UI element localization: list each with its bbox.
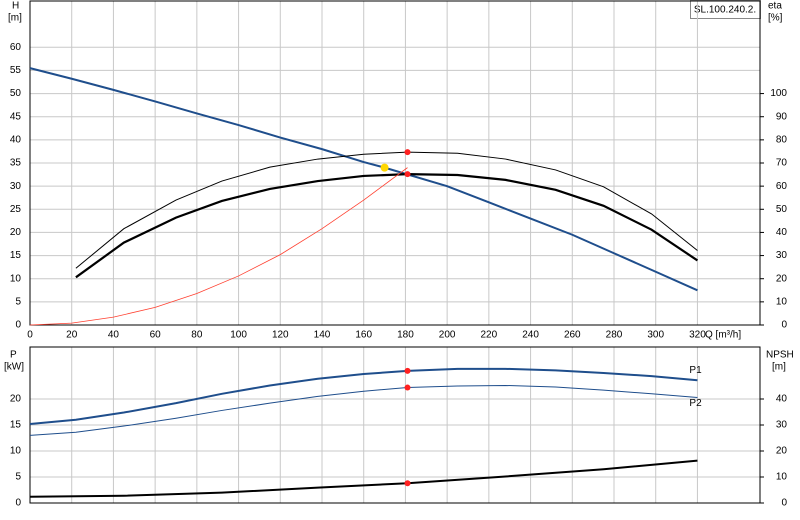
y-tick-label: 0 [15,320,21,331]
series-line [75,173,699,279]
y-axis-unit: [m] [8,13,22,24]
y-tick-label: 20 [10,227,22,238]
y-tick-label: 50 [10,88,22,99]
y-tick-label: 35 [10,158,22,169]
duty-point [404,384,411,391]
x-tick-label: 60 [150,330,162,341]
y2-axis-label: eta [768,1,782,12]
y-tick-label: 5 [15,472,21,483]
series-line [29,384,698,436]
x-tick-label: 220 [481,330,498,341]
y-tick-label: 5 [15,296,21,307]
x-tick-label: 320 [689,330,706,341]
y2-tick-label: 0 [781,498,787,509]
y2-tick-label: 90 [776,111,788,122]
series-label: P2 [689,398,702,409]
y2-tick-label: 0 [781,320,787,331]
y-tick-label: 20 [10,394,22,405]
x-tick-label: 100 [230,330,247,341]
x-tick-label: 20 [66,330,78,341]
y-tick-label: 60 [10,42,22,53]
series-line [29,67,698,292]
x-tick-label: 180 [397,330,414,341]
y2-axis-unit: [m] [772,362,786,373]
duty-point [380,163,389,172]
y-tick-label: 10 [10,446,22,457]
y2-tick-label: 100 [770,88,787,99]
y2-tick-label: 20 [776,273,788,284]
y-tick-label: 15 [10,420,22,431]
x-tick-label: 280 [606,330,623,341]
y2-tick-label: 70 [776,158,788,169]
duty-point [404,480,411,487]
duty-point [404,367,411,374]
x-tick-label: 120 [272,330,289,341]
y2-tick-label: 30 [776,250,788,261]
y-tick-label: 0 [15,498,21,509]
plot-frame [29,0,761,326]
y-tick-label: 40 [10,134,22,145]
y-tick-label: 15 [10,250,22,261]
x-tick-label: 300 [647,330,664,341]
x-tick-label: 260 [564,330,581,341]
x-tick-label: 0 [27,330,33,341]
series-line [29,167,408,326]
chart-title: SL.100.240.2. [694,5,756,16]
duty-point [404,149,411,156]
series-line [29,459,698,498]
y-axis-label: P [10,350,17,361]
y2-tick-label: 80 [776,134,788,145]
x-tick-label: 240 [522,330,539,341]
series-label: P1 [689,365,702,376]
x-tick-label: 200 [439,330,456,341]
y-tick-label: 45 [10,111,22,122]
y2-axis-label: NPSH [766,350,794,361]
y2-tick-label: 40 [776,227,788,238]
series-line [29,367,698,425]
y2-axis-unit: [%] [768,13,783,24]
x-tick-label: 160 [355,330,372,341]
y-tick-label: 10 [10,273,22,284]
x-tick-label: 140 [314,330,331,341]
y-axis-unit: [kW] [4,362,24,373]
x-tick-label: 80 [191,330,203,341]
x-tick-label: 40 [108,330,120,341]
y-tick-label: 55 [10,65,22,76]
y2-tick-label: 50 [776,204,788,215]
x-axis-label: Q [m³/h] [705,330,741,341]
y2-tick-label: 10 [776,472,788,483]
duty-point [404,171,411,178]
plot-frame [29,346,761,504]
y2-tick-label: 30 [776,420,788,431]
y-tick-label: 25 [10,204,22,215]
y2-tick-label: 60 [776,181,788,192]
y-tick-label: 30 [10,181,22,192]
series-line [75,151,698,269]
y2-tick-label: 20 [776,446,788,457]
y2-tick-label: 10 [776,296,788,307]
y-axis-label: H [12,1,19,12]
y2-tick-label: 40 [776,394,788,405]
